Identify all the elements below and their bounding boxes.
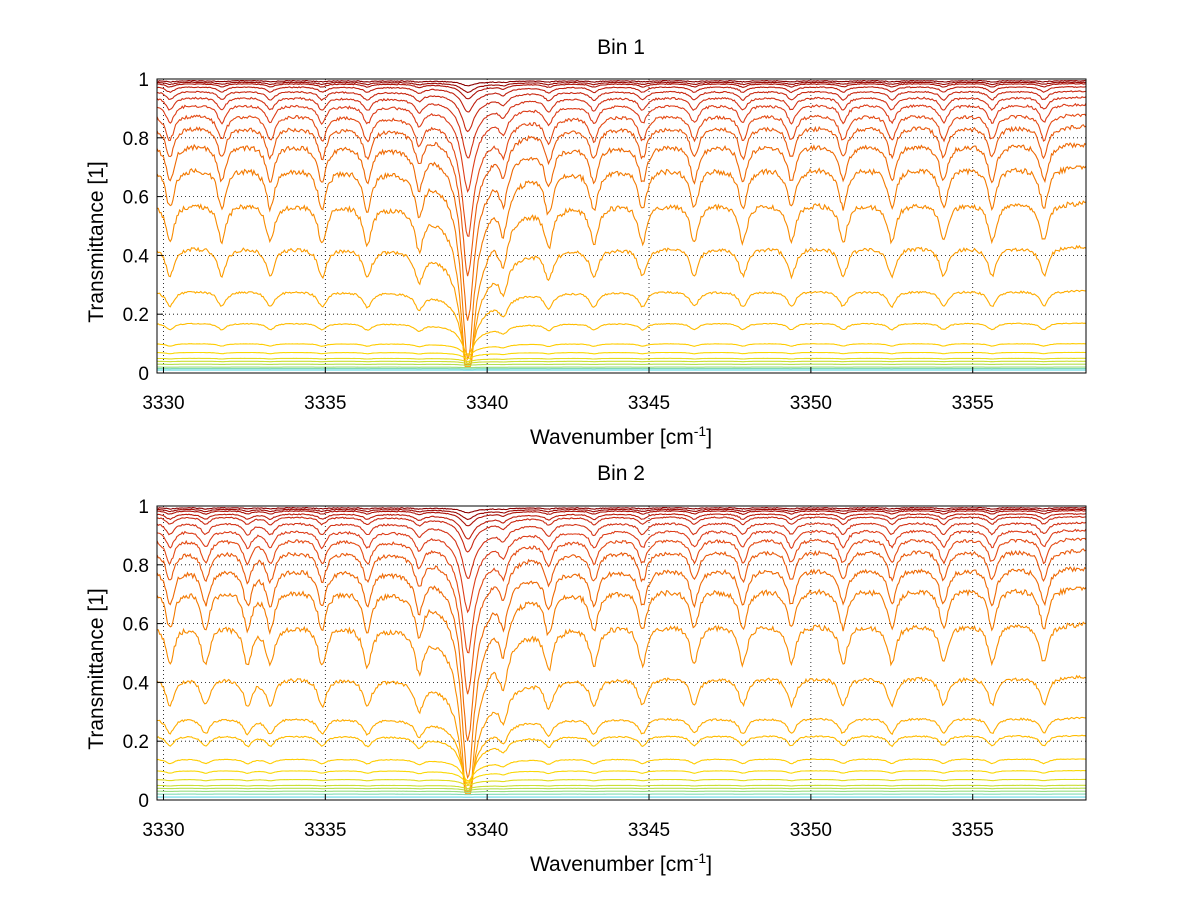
spectrum-series-line — [157, 360, 1086, 364]
y-tick-label: 0 — [138, 364, 149, 385]
spectrum-series-line — [157, 521, 1086, 579]
y-axis-label: Transmittance [1] — [85, 161, 108, 322]
y-tick-label: 0.4 — [123, 673, 150, 694]
spectrum-series-line — [157, 244, 1086, 368]
y-tick-label: 0.4 — [123, 246, 150, 267]
x-axis-label-superscript: -1 — [694, 423, 707, 439]
chart-panel-bin-2: Bin 2 3330 3335 3340 3345 3350 3355 0 0.2 0.4 0.6… — [85, 462, 1087, 876]
x-tick-label: 3335 — [304, 820, 346, 841]
chart-panel-bin-1: Bin 1 3330 3335 3340 3345 3350 3355 0 0.2 0.4 0.6… — [85, 36, 1087, 449]
spectrum-series-line — [157, 793, 1086, 796]
x-tick-label: 3345 — [628, 393, 670, 414]
x-tick-label: 3330 — [142, 820, 184, 841]
spectrum-series-line — [157, 200, 1086, 366]
x-tick-label: 3355 — [952, 820, 994, 841]
plot-area: 3330 3335 3340 3345 3350 3355 0 0.2 0.4 0.6 0.8 1 — [123, 497, 1087, 841]
x-axis-label: Wavenumber [cm-1] — [530, 850, 712, 876]
spectrum-series-line — [157, 142, 1086, 321]
x-axis-label: Wavenumber [cm-1] — [530, 423, 712, 449]
y-tick-label: 0.8 — [123, 556, 149, 577]
spectrum-series-line — [157, 357, 1086, 362]
plot-background — [157, 79, 1086, 373]
spectrum-series-line — [157, 95, 1086, 159]
spectrum-series-line — [157, 769, 1086, 783]
y-tick-label: 1 — [138, 497, 149, 518]
spectrum-series-line — [157, 784, 1086, 790]
y-tick-label: 0.2 — [123, 305, 149, 326]
x-tick-label: 3355 — [952, 393, 994, 414]
x-axis-label-superscript: -1 — [694, 850, 707, 866]
spectrum-series-line — [157, 82, 1086, 100]
plot-area: 3330 3335 3340 3345 3350 3355 0 0.2 0.4 0.6 0.8 1 — [123, 70, 1087, 414]
spectrum-series-line — [157, 758, 1086, 782]
series-group — [157, 79, 1086, 371]
spectrum-series-line — [157, 351, 1086, 359]
x-tick-label: 3330 — [142, 393, 184, 414]
spectrum-series-line — [157, 716, 1086, 793]
spectrum-series-line — [157, 366, 1086, 369]
spectrum-series-line — [157, 674, 1086, 795]
spectrum-series-line — [157, 81, 1086, 94]
spectrum-series-line — [157, 528, 1086, 614]
x-axis-label-main: Wavenumber [cm — [530, 426, 694, 449]
spectrum-series-line — [157, 734, 1086, 785]
y-tick-label: 0 — [138, 791, 149, 812]
spectrum-series-line — [157, 509, 1086, 527]
spectrum-series-line — [157, 343, 1086, 356]
spectrum-series-line — [157, 322, 1086, 355]
spectrum-series-line — [157, 778, 1086, 787]
x-tick-label: 3345 — [628, 820, 670, 841]
spectrum-series-line — [157, 515, 1086, 553]
spectrum-series-line — [157, 548, 1086, 695]
chart-title: Bin 2 — [597, 462, 645, 485]
x-axis-label-suffix: ] — [706, 426, 712, 449]
axes-frame — [156, 78, 1087, 374]
spectrum-series-line — [157, 90, 1086, 133]
spectrum-series-line — [157, 86, 1086, 113]
series-group — [157, 506, 1086, 798]
spectrum-series-line — [157, 289, 1086, 366]
y-tick-label: 0.6 — [123, 615, 149, 636]
spectrum-series-line — [157, 363, 1086, 366]
spectrum-series-line — [157, 124, 1086, 277]
y-tick-label: 0.2 — [123, 732, 149, 753]
y-axis-label: Transmittance [1] — [85, 588, 108, 749]
axes-frame — [156, 505, 1087, 801]
spectrum-series-line — [157, 566, 1086, 742]
chart-title: Bin 1 — [597, 36, 645, 59]
x-tick-label: 3335 — [304, 393, 346, 414]
x-tick-label: 3350 — [790, 820, 832, 841]
spectrum-series-line — [157, 113, 1086, 237]
x-axis-label-suffix: ] — [706, 853, 712, 876]
x-axis-label-main: Wavenumber [cm — [530, 853, 694, 876]
spectrum-series-line — [157, 508, 1086, 521]
spectrum-series-line — [157, 165, 1086, 361]
x-tick-label: 3340 — [466, 820, 508, 841]
spectrum-series-line — [157, 790, 1086, 793]
spectrum-series-line — [157, 513, 1086, 540]
spectrum-series-line — [157, 621, 1086, 792]
spectrum-series-line — [157, 79, 1086, 87]
spectrum-series-line — [157, 586, 1086, 780]
x-tick-label: 3340 — [466, 393, 508, 414]
y-tick-label: 0.6 — [123, 188, 149, 209]
spectrum-series-line — [157, 537, 1086, 654]
x-tick-label: 3350 — [790, 393, 832, 414]
spectrum-series-line — [157, 102, 1086, 193]
spectrum-series-line — [157, 787, 1086, 791]
y-tick-label: 1 — [138, 70, 149, 91]
y-tick-label: 0.8 — [123, 129, 149, 150]
spectrum-series-line — [157, 506, 1086, 514]
